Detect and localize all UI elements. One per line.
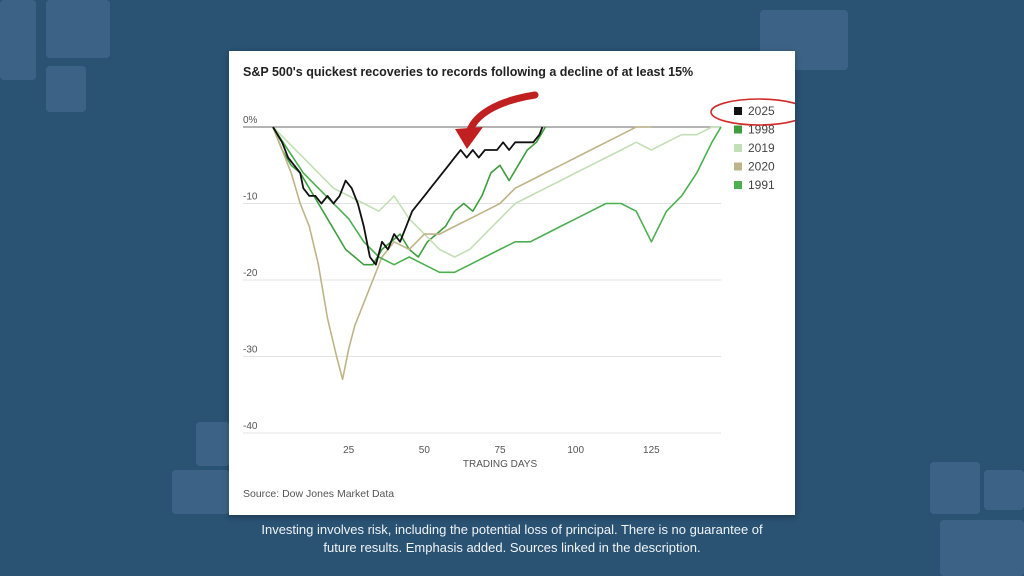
y-tick-label: -40 bbox=[243, 421, 258, 432]
legend-swatch-2020 bbox=[734, 162, 742, 171]
y-tick-label: -20 bbox=[243, 268, 258, 279]
x-tick-label: 50 bbox=[419, 445, 431, 456]
legend-label-1998: 1998 bbox=[748, 123, 775, 137]
chart-title: S&P 500's quickest recoveries to records… bbox=[243, 65, 694, 79]
legend-label-1991: 1991 bbox=[748, 178, 775, 192]
disclaimer-line-1: Investing involves risk, including the p… bbox=[261, 522, 763, 537]
annotation-arrow-head bbox=[455, 127, 483, 149]
background-tile bbox=[172, 470, 230, 514]
series-line-2020 bbox=[272, 126, 652, 381]
legend-label-2025: 2025 bbox=[748, 104, 775, 118]
chart-card: S&P 500's quickest recoveries to records… bbox=[229, 51, 795, 515]
legend-swatch-1998 bbox=[734, 125, 742, 134]
legend-label-2020: 2020 bbox=[748, 160, 775, 174]
series-line-2019 bbox=[272, 126, 721, 258]
x-tick-label: 75 bbox=[494, 445, 506, 456]
background-tile bbox=[984, 470, 1024, 510]
x-tick-label: 25 bbox=[343, 445, 355, 456]
legend-swatch-1991 bbox=[734, 181, 742, 189]
disclaimer-caption: Investing involves risk, including the p… bbox=[0, 521, 1024, 557]
y-tick-label: 0% bbox=[243, 115, 258, 126]
legend-swatch-2019 bbox=[734, 144, 742, 152]
background-tile bbox=[46, 66, 86, 112]
disclaimer-line-2: future results. Emphasis added. Sources … bbox=[323, 540, 701, 555]
series-line-2025 bbox=[272, 126, 544, 266]
chart-source: Source: Dow Jones Market Data bbox=[243, 488, 395, 500]
background-tile bbox=[940, 520, 1024, 576]
chart-plot: 0% -10 -20 -30 -40 25 50 75 100 125 TRADING DAYS 2… bbox=[243, 91, 795, 470]
series-line-1991 bbox=[272, 126, 722, 274]
legend-swatch-2025 bbox=[734, 107, 742, 115]
x-tick-label: 125 bbox=[643, 445, 660, 456]
background-tile bbox=[196, 422, 230, 466]
x-axis-label: TRADING DAYS bbox=[463, 459, 538, 470]
legend-label-2019: 2019 bbox=[748, 141, 775, 155]
highlight-circle bbox=[710, 98, 795, 126]
x-tick-label: 100 bbox=[567, 445, 584, 456]
y-tick-label: -10 bbox=[243, 192, 258, 203]
annotation-arrow bbox=[465, 91, 539, 137]
background-tile bbox=[930, 462, 980, 514]
background-tile bbox=[0, 0, 36, 80]
y-tick-label: -30 bbox=[243, 345, 258, 356]
background-tile bbox=[46, 0, 110, 58]
